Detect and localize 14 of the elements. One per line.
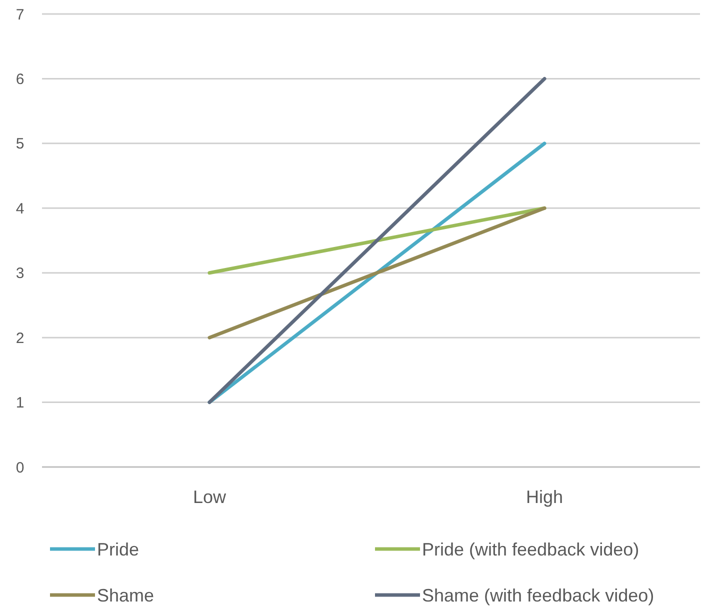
legend-label: Shame (with feedback video): [422, 585, 654, 606]
y-tick-label: 5: [16, 136, 24, 153]
y-tick-label: 1: [16, 394, 24, 412]
legend-label: Shame: [97, 585, 154, 606]
legend-label: Pride: [97, 539, 140, 560]
x-tick-label: High: [526, 487, 564, 507]
y-tick-label: 4: [16, 200, 24, 218]
legend-label: Pride (with feedback video): [422, 539, 640, 560]
x-tick-label: Low: [192, 487, 228, 507]
y-tick-label: 0: [16, 459, 24, 476]
y-tick-label: 3: [16, 265, 24, 282]
y-tick-label: 7: [16, 6, 24, 24]
y-tick-label: 6: [16, 70, 24, 88]
y-tick-label: 2: [16, 330, 24, 347]
